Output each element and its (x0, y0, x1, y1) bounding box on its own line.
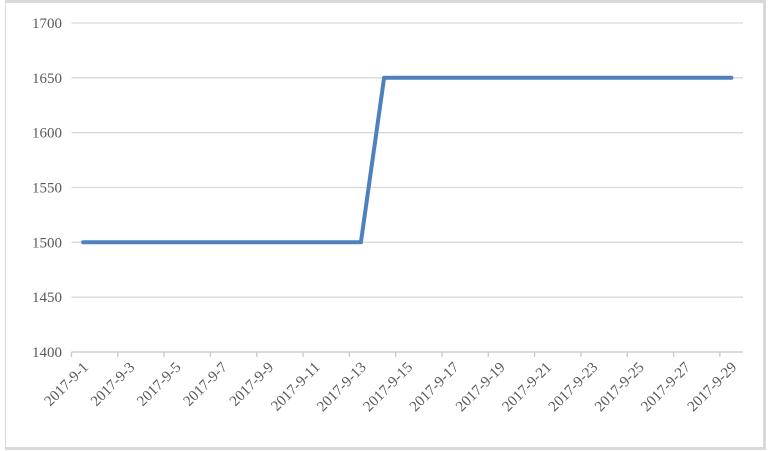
x-axis-tick-label: 2017-9-17 (407, 359, 463, 415)
y-axis-tick-label: 1600 (32, 126, 62, 142)
x-axis-tick-label: 2017-9-11 (268, 360, 323, 415)
data-series-line (81, 75, 734, 245)
x-axis-tick-label: 2017-9-1 (42, 360, 92, 410)
x-axis-tick-label: 2017-9-15 (361, 360, 417, 416)
x-axis-tick-label: 2017-9-25 (592, 360, 648, 416)
x-axis-tick-label: 2017-9-13 (314, 360, 370, 416)
x-axis-tick-label: 2017-9-29 (685, 360, 741, 416)
x-axis-tick-label: 2017-9-7 (181, 359, 232, 410)
x-axis-tick-label: 2017-9-23 (546, 360, 602, 416)
y-axis-tick-label: 1550 (32, 181, 62, 197)
y-axis-tick-label: 1500 (32, 235, 62, 251)
y-axis-tick-label: 1400 (32, 345, 62, 361)
x-axis-tick-label: 2017-9-27 (638, 359, 694, 415)
x-axis-tick-label: 2017-9-21 (500, 360, 556, 416)
y-axis-tick-label: 1700 (32, 16, 62, 32)
x-axis-tick-label: 2017-9-3 (88, 360, 138, 410)
x-axis-tick-label: 2017-9-19 (453, 360, 509, 416)
x-axis-tick-label: 2017-9-5 (134, 360, 184, 410)
y-axis-tick-label: 1450 (32, 290, 62, 306)
y-axis-tick-label: 1650 (32, 71, 62, 87)
